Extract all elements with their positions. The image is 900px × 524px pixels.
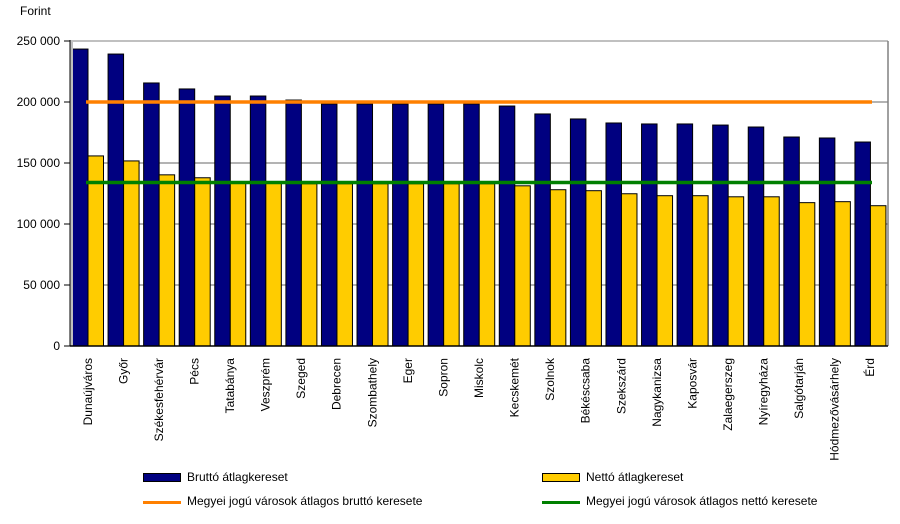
bar-netto (194, 177, 211, 347)
x-category-label: Győr (116, 358, 130, 384)
bar-netto (869, 205, 887, 347)
bar-netto (158, 174, 176, 347)
bar-netto (514, 185, 531, 347)
y-axis-unit-label: Forint (20, 4, 51, 18)
bar-brutto (641, 123, 658, 347)
legend-label-brutto-average: Megyei jogú városok átlagos bruttó keres… (187, 494, 423, 508)
bar-brutto (463, 103, 480, 347)
bar-netto (763, 196, 780, 347)
bar-brutto (143, 82, 160, 347)
legend-label-netto: Nettó átlagkereset (586, 470, 684, 484)
y-tick-label: 200 000 (17, 95, 61, 109)
legend-item-netto-average: Megyei jogú városok átlagos nettó kerese… (542, 494, 817, 508)
bar-netto (443, 183, 460, 347)
x-category-label: Szeged (294, 358, 308, 399)
bar-brutto (676, 123, 694, 347)
bar-netto (798, 202, 816, 347)
bar-brutto (783, 136, 800, 347)
bar-netto (372, 183, 389, 347)
x-category-label: Zalaegerszeg (721, 358, 735, 431)
x-category-label: Debrecen (330, 358, 344, 410)
legend-item-brutto: Bruttó átlagkereset (143, 470, 288, 484)
bar-brutto (285, 99, 302, 347)
legend-swatch-netto-average (542, 500, 580, 504)
x-category-label: Nagykanizsa (650, 358, 664, 427)
bar-netto (620, 193, 638, 347)
bar-brutto (427, 103, 445, 347)
legend-label-brutto: Bruttó átlagkereset (187, 470, 288, 484)
x-category-label: Szombathely (365, 358, 379, 427)
bar-brutto (569, 118, 587, 347)
bar-netto (229, 181, 247, 347)
x-category-label: Hódmezővásárhely (828, 358, 842, 461)
bar-brutto (747, 126, 765, 347)
bar-brutto (72, 48, 89, 347)
x-category-label: Szekszárd (614, 358, 628, 414)
bar-netto (834, 201, 851, 347)
x-category-label: Veszprém (259, 358, 273, 411)
bar-netto (727, 196, 745, 347)
bar-netto (407, 183, 425, 347)
bar-netto (478, 183, 496, 347)
x-category-label: Miskolc (472, 358, 486, 398)
y-tick-label: 100 000 (17, 217, 61, 231)
bar-netto (656, 195, 674, 347)
x-category-label: Dunaújváros (81, 358, 95, 425)
x-category-label: Békéscsaba (579, 358, 593, 424)
bar-brutto (178, 88, 196, 347)
x-category-label: Székesfehérvár (152, 358, 166, 441)
bar-netto (549, 189, 567, 347)
x-category-label: Kecskemét (508, 357, 522, 417)
y-tick-label: 0 (53, 339, 60, 353)
axes (64, 40, 889, 347)
plot-left-shadow (70, 41, 73, 346)
bar-netto (585, 190, 602, 347)
bar-brutto (214, 95, 231, 347)
bar-netto (123, 160, 140, 347)
y-tick-label: 250 000 (17, 34, 61, 48)
bar-brutto (498, 105, 516, 347)
legend-swatch-netto (542, 472, 580, 482)
y-tick-label: 150 000 (17, 156, 61, 170)
bar-brutto (854, 141, 871, 347)
bar-brutto (249, 95, 267, 347)
bar-brutto (712, 124, 729, 347)
bar-brutto (605, 122, 622, 347)
legend-swatch-brutto-average (143, 500, 181, 504)
y-tick-labels: 0 50 000 100 000 150 000 200 000 250 000 (17, 34, 61, 353)
bar-brutto (818, 137, 836, 347)
bar-netto (265, 181, 282, 347)
x-category-label: Pécs (187, 358, 201, 385)
legend-label-netto-average: Megyei jogú városok átlagos nettó kerese… (586, 494, 818, 508)
x-category-labels: Dunaújváros Győr Székesfehérvár Pécs Tatabán… (81, 357, 877, 461)
x-category-label: Salgótarján (792, 358, 806, 419)
y-tick-label: 50 000 (23, 278, 60, 292)
bar-netto (336, 183, 353, 347)
bar-brutto (356, 103, 374, 347)
legend-swatch-brutto (143, 472, 181, 482)
bars-group (72, 48, 887, 347)
bar-brutto (320, 103, 338, 347)
legend-item-brutto-average: Megyei jogú városok átlagos bruttó keres… (143, 494, 422, 508)
x-category-label: Érd (862, 358, 877, 377)
bar-brutto (392, 103, 409, 347)
x-category-label: Kaposvár (685, 358, 699, 409)
x-category-label: Tatabánya (223, 358, 237, 414)
legend-item-netto: Nettó átlagkereset (542, 470, 683, 484)
x-category-label: Szolnok (543, 357, 557, 401)
bar-netto (692, 195, 709, 347)
bar-brutto (107, 53, 125, 347)
reference-lines (86, 100, 872, 185)
bar-brutto (534, 113, 551, 347)
bar-netto (87, 155, 104, 347)
x-category-label: Sopron (436, 358, 450, 397)
x-category-label: Eger (401, 358, 415, 383)
x-category-label: Nyíregyháza (757, 358, 771, 426)
bar-netto (300, 183, 318, 347)
